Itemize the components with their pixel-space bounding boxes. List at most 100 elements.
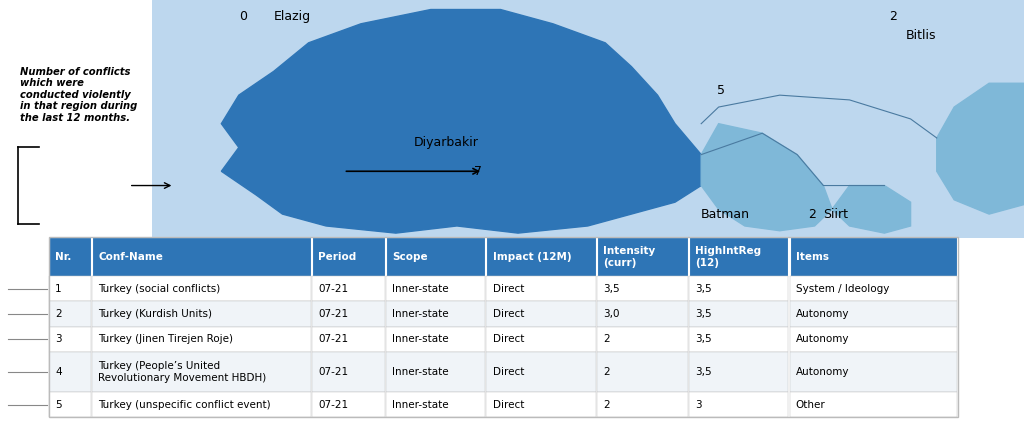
Polygon shape (833, 186, 910, 233)
Text: Turkey (Kurdish Units): Turkey (Kurdish Units) (98, 309, 212, 319)
Text: 3: 3 (55, 334, 61, 344)
Text: Autonomy: Autonomy (796, 334, 849, 344)
Bar (689, 392, 788, 417)
Bar (312, 327, 385, 352)
Text: 2: 2 (603, 400, 609, 410)
Text: 7: 7 (474, 165, 482, 178)
Text: Inner-state: Inner-state (392, 334, 449, 344)
Bar (689, 352, 788, 392)
Bar (312, 392, 385, 417)
Bar (92, 301, 311, 327)
Text: 07-21: 07-21 (318, 284, 348, 294)
Bar (386, 276, 485, 301)
Text: Conf-Name: Conf-Name (98, 252, 163, 262)
Bar (0, 234, 49, 421)
Bar (386, 392, 485, 417)
Text: Nr.: Nr. (55, 252, 72, 262)
Text: Turkey (unspecific conflict event): Turkey (unspecific conflict event) (98, 400, 271, 410)
Text: 3,5: 3,5 (695, 309, 712, 319)
Text: 5: 5 (717, 84, 725, 97)
Bar (689, 327, 788, 352)
Text: 07-21: 07-21 (318, 400, 348, 410)
Bar (49, 237, 91, 276)
Text: 0: 0 (239, 10, 247, 23)
Bar (49, 327, 91, 352)
Bar (790, 237, 957, 276)
Text: 3: 3 (695, 400, 701, 410)
Bar (92, 352, 311, 392)
Bar (597, 352, 688, 392)
Bar (597, 301, 688, 327)
Bar (49, 276, 91, 301)
Bar (597, 276, 688, 301)
Text: 3,0: 3,0 (603, 309, 620, 319)
Text: Intensity
(curr): Intensity (curr) (603, 246, 655, 268)
Text: Scope: Scope (392, 252, 428, 262)
Bar (312, 276, 385, 301)
Bar (689, 237, 788, 276)
Text: Turkey (social conflicts): Turkey (social conflicts) (98, 284, 220, 294)
Text: Direct: Direct (493, 309, 524, 319)
Text: 07-21: 07-21 (318, 334, 348, 344)
Bar (49, 237, 958, 417)
Bar (486, 237, 596, 276)
Text: HighIntReg
(12): HighIntReg (12) (695, 246, 762, 268)
Bar (386, 327, 485, 352)
Bar (49, 352, 91, 392)
Text: Other: Other (796, 400, 825, 410)
Bar (597, 237, 688, 276)
Bar (790, 276, 957, 301)
Text: 2: 2 (808, 208, 815, 221)
Text: 07-21: 07-21 (318, 309, 348, 319)
Text: 1: 1 (55, 284, 61, 294)
Text: Batman: Batman (701, 208, 751, 221)
Text: System / Ideology: System / Ideology (796, 284, 889, 294)
Bar (486, 392, 596, 417)
Bar (689, 301, 788, 327)
Text: Inner-state: Inner-state (392, 309, 449, 319)
Text: Direct: Direct (493, 400, 524, 410)
Bar (312, 352, 385, 392)
Bar (49, 301, 91, 327)
Polygon shape (221, 10, 701, 233)
Text: 07-21: 07-21 (318, 367, 348, 377)
Text: 3,5: 3,5 (695, 334, 712, 344)
Polygon shape (701, 124, 833, 231)
Text: Elazig: Elazig (273, 10, 311, 23)
Text: 2: 2 (603, 334, 609, 344)
Text: Direct: Direct (493, 367, 524, 377)
Text: Period: Period (318, 252, 356, 262)
Bar (386, 237, 485, 276)
Bar (486, 327, 596, 352)
Text: Autonomy: Autonomy (796, 309, 849, 319)
Text: Autonomy: Autonomy (796, 367, 849, 377)
Bar (597, 392, 688, 417)
Text: Direct: Direct (493, 334, 524, 344)
Bar (312, 237, 385, 276)
Bar (49, 392, 91, 417)
Text: 4: 4 (55, 367, 61, 377)
Bar (386, 352, 485, 392)
Bar (486, 301, 596, 327)
Text: 3,5: 3,5 (695, 367, 712, 377)
Text: Inner-state: Inner-state (392, 284, 449, 294)
Text: Inner-state: Inner-state (392, 400, 449, 410)
Bar (312, 301, 385, 327)
Text: Turkey (Jinen Tirejen Roje): Turkey (Jinen Tirejen Roje) (98, 334, 233, 344)
Bar (790, 301, 957, 327)
Text: Number of conflicts
which were
conducted violently
in that region during
the las: Number of conflicts which were conducted… (20, 67, 137, 123)
Text: Items: Items (796, 252, 828, 262)
Text: 2: 2 (55, 309, 61, 319)
Bar (790, 352, 957, 392)
Text: Direct: Direct (493, 284, 524, 294)
Text: 3,5: 3,5 (695, 284, 712, 294)
Bar (92, 392, 311, 417)
Bar (790, 327, 957, 352)
Bar (92, 276, 311, 301)
Text: Bitlis: Bitlis (906, 29, 937, 42)
Bar (486, 352, 596, 392)
Bar (92, 327, 311, 352)
Bar (486, 276, 596, 301)
Bar (597, 327, 688, 352)
Text: 2: 2 (603, 367, 609, 377)
